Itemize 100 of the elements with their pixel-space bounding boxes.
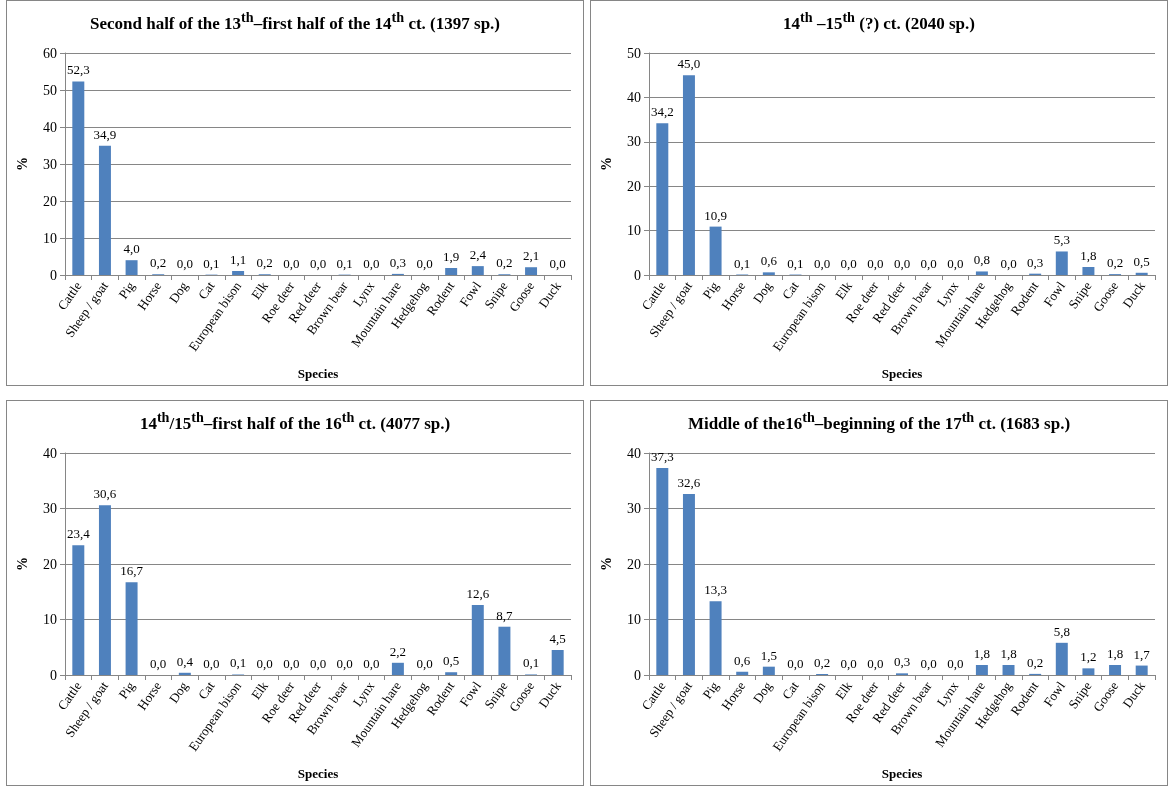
data-label: 2,2 (389, 643, 407, 659)
data-label: 0,3 (389, 254, 407, 270)
data-label: 16,7 (120, 563, 144, 579)
y-tick-label: 20 (43, 193, 57, 209)
bar (762, 272, 775, 275)
data-label: 32,6 (677, 475, 701, 491)
bar (709, 226, 722, 275)
y-tick-label: 40 (627, 445, 641, 461)
data-label: 0,0 (176, 256, 193, 271)
y-axis-title: % (14, 157, 30, 171)
bar (525, 267, 538, 275)
y-tick-label: 30 (627, 501, 641, 516)
bar (682, 75, 695, 275)
data-label: 0,4 (176, 653, 194, 669)
y-tick-label: 10 (627, 223, 641, 239)
data-label: 0,1 (229, 655, 247, 671)
y-tick-label: 40 (43, 445, 57, 461)
y-tick-label: 50 (43, 82, 57, 98)
y-tick-label: 0 (50, 267, 57, 283)
data-label: 0,2 (813, 654, 831, 670)
bar (1055, 642, 1068, 675)
bar (125, 582, 138, 675)
data-label: 0,3 (893, 654, 911, 670)
x-tick-label: Pig (699, 278, 723, 302)
bar (1002, 665, 1015, 675)
data-label: 0,1 (522, 655, 540, 671)
data-label: 0,2 (256, 255, 273, 271)
data-label: 5,8 (1053, 623, 1070, 639)
x-tick-label: Cat (194, 678, 218, 703)
data-label: 34,2 (650, 104, 674, 120)
bar (445, 672, 458, 675)
data-label: 1,5 (760, 647, 777, 663)
data-label: 0,0 (867, 656, 884, 671)
data-label: 1,8 (1106, 646, 1124, 662)
x-tick-label: Elk (248, 278, 272, 303)
x-tick-label: Dog (749, 678, 776, 706)
data-label: 0,0 (203, 656, 220, 671)
bar (98, 505, 111, 675)
y-tick-label: 0 (634, 667, 641, 683)
bar (498, 626, 511, 675)
y-tick-label: 60 (43, 45, 57, 61)
data-label: 1,8 (1080, 248, 1097, 264)
bar (445, 267, 458, 275)
bar (72, 545, 85, 675)
data-label: 0,0 (947, 656, 964, 671)
bar (709, 601, 722, 675)
data-label: 0,0 (283, 256, 300, 271)
data-label: 1,7 (1133, 646, 1151, 662)
data-label: 4,0 (123, 241, 140, 257)
x-tick-label: Pig (115, 278, 139, 302)
bar (1109, 665, 1122, 675)
data-label: 2,1 (522, 248, 540, 264)
x-axis-title: Species (881, 366, 923, 381)
x-tick-label: Dog (165, 278, 192, 306)
data-label: 0,1 (203, 255, 220, 271)
chart-title: 14$^{th}$ –15$^{th}$ (?) ct. (2040 sp.) (782, 8, 976, 35)
bar (975, 271, 988, 275)
data-label: 1,2 (1080, 649, 1097, 665)
data-label: 37,3 (650, 448, 674, 464)
data-label: 0,0 (150, 656, 167, 671)
data-label: 0,0 (787, 656, 804, 671)
chart-title: Second half of the 13$^{th}$–first half of the 14$^{th}$ ct. (1397 sp.) (88, 8, 501, 35)
y-tick-label: 30 (43, 156, 57, 172)
x-tick-label: Cat (778, 278, 802, 303)
data-label: 12,6 (466, 586, 490, 602)
y-tick-label: 0 (50, 667, 57, 683)
x-tick-label: Pig (699, 678, 723, 702)
data-label: 0,8 (973, 252, 991, 268)
data-label: 0,2 (496, 255, 513, 271)
y-axis-title: % (598, 557, 614, 571)
data-label: 0,2 (1027, 654, 1044, 670)
data-label: 1,8 (1000, 646, 1017, 662)
bar (98, 145, 111, 275)
y-axis-title: % (14, 557, 30, 571)
x-tick-label: Elk (832, 678, 856, 703)
data-label: 0,2 (1106, 255, 1124, 271)
bar (551, 650, 564, 675)
data-label: 0,0 (920, 656, 937, 671)
bar (232, 270, 245, 275)
data-label: 0,0 (840, 256, 857, 271)
x-axis-title: Species (297, 366, 339, 381)
y-tick-label: 40 (43, 119, 57, 135)
data-label: 1,8 (973, 646, 991, 662)
y-tick-label: 40 (627, 89, 641, 105)
x-tick-label: Cat (778, 678, 802, 703)
data-label: 13,3 (704, 582, 727, 598)
bar (125, 260, 138, 275)
x-tick-label: Elk (248, 678, 272, 703)
data-label: 0,5 (443, 653, 460, 669)
data-label: 0,2 (150, 255, 167, 271)
y-tick-label: 10 (43, 612, 57, 627)
bar (656, 123, 669, 275)
bar (471, 266, 484, 275)
data-label: 0,0 (256, 656, 273, 671)
data-label: 2,4 (469, 247, 487, 263)
data-label: 0,0 (840, 656, 857, 671)
x-tick-label: Dog (749, 278, 776, 306)
x-tick-label: Elk (832, 278, 856, 303)
x-axis-title: Species (881, 766, 923, 781)
data-label: 0,0 (549, 256, 566, 271)
